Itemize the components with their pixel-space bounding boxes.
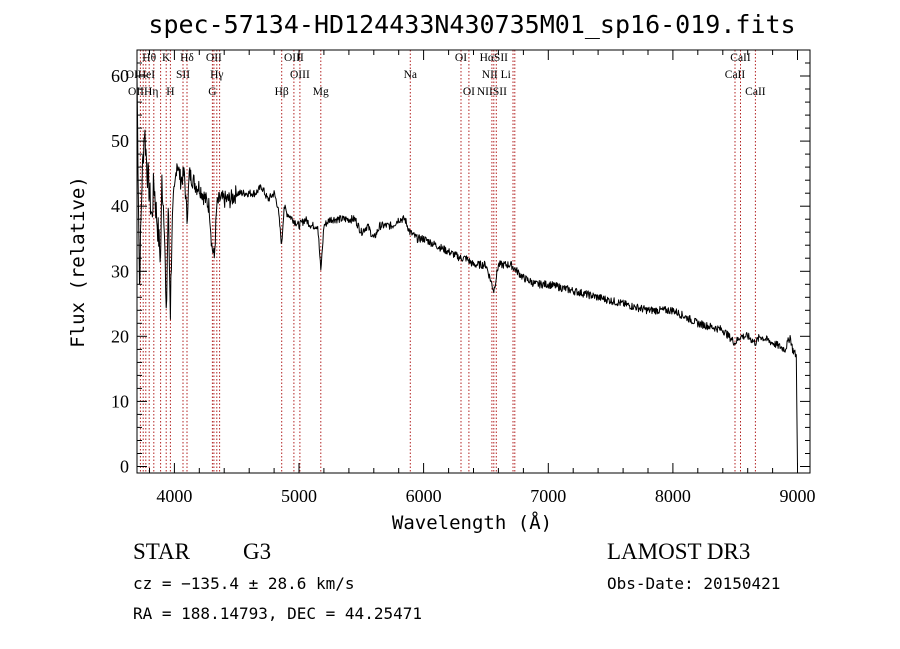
coordinates: RA = 188.14793, DEC = 44.25471 <box>133 604 422 623</box>
x-tick-label: 5000 <box>281 486 317 506</box>
x-tick-label: 6000 <box>406 486 442 506</box>
spectral-line-label: CaII <box>730 52 751 64</box>
spectral-line-label: OI <box>455 52 467 64</box>
spectral-line-label: NIISII <box>477 86 507 98</box>
spectral-line-label: Hδ <box>180 52 194 64</box>
class-label: STAR <box>133 539 190 564</box>
spectral-line-label: Na <box>404 69 417 81</box>
spectrum-series <box>136 76 798 467</box>
spectral-line-label: Hθ <box>142 52 156 64</box>
spectral-line-label: HαSII <box>480 52 509 64</box>
x-axis-label: Wavelength (Å) <box>392 511 552 534</box>
spectral-line-label: OIHeI <box>126 69 156 81</box>
x-tick-label: 4000 <box>156 486 192 506</box>
spectral-line-label: OII <box>206 52 222 64</box>
redshift-cz: cz = −135.4 ± 28.6 km/s <box>133 574 355 593</box>
spectral-line-label: G <box>208 86 216 98</box>
y-tick-label: 50 <box>111 131 129 151</box>
y-axis-label: Flux (relative) <box>67 176 89 348</box>
spectral-line-label: OIII <box>290 69 310 81</box>
spectral-line-label: K <box>162 52 171 64</box>
y-tick-label: 30 <box>111 261 129 281</box>
spectral-line-label: CaII <box>725 69 746 81</box>
spectrum-line <box>136 76 798 467</box>
y-axis: 0 10 20 30 40 50 60 <box>111 62 810 477</box>
y-tick-label: 10 <box>111 391 129 411</box>
spectral-line-label: OIII <box>284 52 304 64</box>
spectral-line-label: H <box>166 86 174 98</box>
spectral-line-label: Hγ <box>210 69 223 81</box>
subclass-label: G3 <box>243 539 272 564</box>
survey-label: LAMOST DR3 <box>607 539 751 564</box>
x-tick-label: 9000 <box>780 486 816 506</box>
spectral-line-label: CaII <box>745 86 766 98</box>
spectral-line-markers <box>139 50 756 473</box>
plot-frame <box>136 49 811 474</box>
spectral-line-label: NII Li <box>482 69 511 81</box>
y-tick-label: 0 <box>120 457 129 477</box>
obs-date: Obs-Date: 20150421 <box>607 574 781 593</box>
spectral-line-label: OIIHη <box>128 86 158 98</box>
y-tick-label: 40 <box>111 196 129 216</box>
x-tick-label: 7000 <box>530 486 566 506</box>
y-tick-label: 20 <box>111 326 129 346</box>
spectral-line-label: SII <box>176 69 190 81</box>
spectral-line-labels: Hθ K Hδ OII OIII OI HαSII CaII OIHeI SII Hγ OIII Na N… <box>126 52 766 98</box>
spectral-line-label: Hβ <box>275 86 289 98</box>
chart-title: spec-57134-HD124433N430735M01_sp16-019.f… <box>148 10 795 39</box>
x-tick-label: 8000 <box>655 486 691 506</box>
y-tick-label: 60 <box>111 66 129 86</box>
spectral-line-label: OI <box>463 86 475 98</box>
x-axis: 4000 5000 6000 7000 8000 9000 <box>149 50 816 506</box>
spectral-line-label: Mg <box>313 86 329 98</box>
